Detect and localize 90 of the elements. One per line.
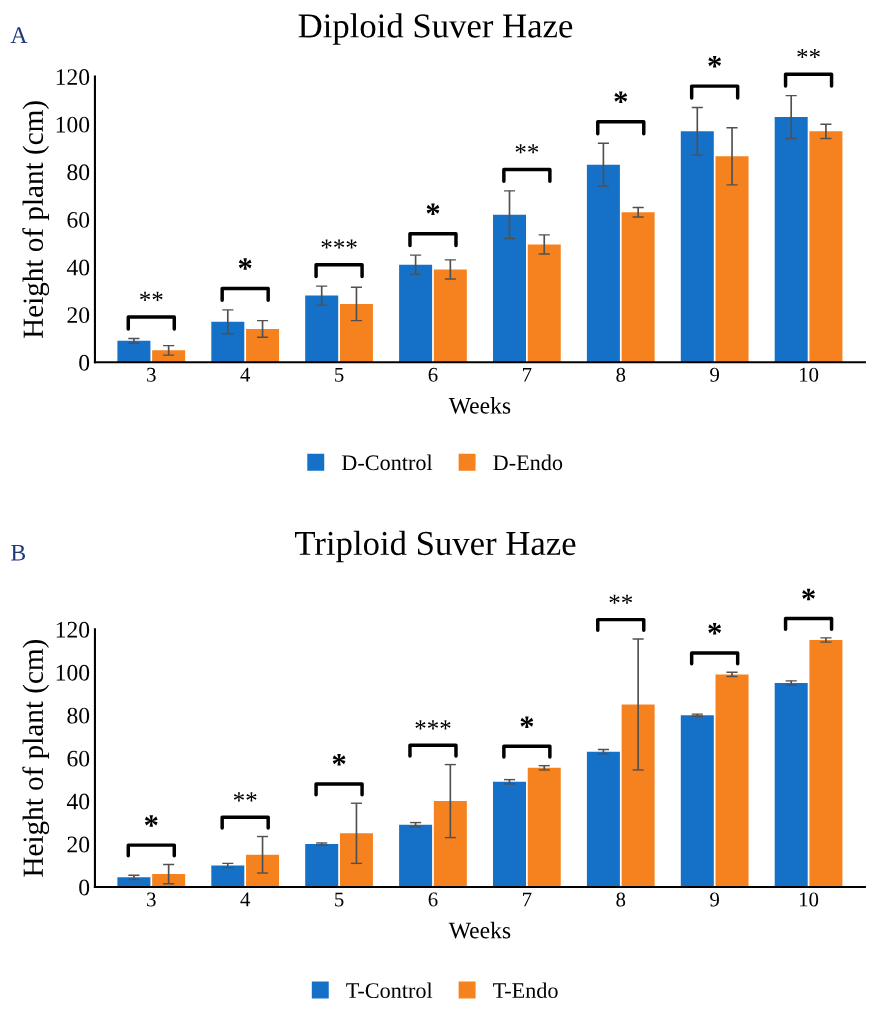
bar — [774, 682, 808, 887]
y-tick-label: 80 — [67, 164, 90, 181]
bar — [527, 767, 561, 887]
text: B — [11, 544, 26, 561]
bar — [339, 303, 373, 363]
bar — [680, 715, 714, 887]
bar — [527, 244, 561, 363]
text: A — [10, 27, 28, 43]
x-tick-label: 10 — [799, 892, 819, 907]
x-tick-label: 3 — [147, 367, 156, 382]
x-tick-label: 4 — [240, 892, 251, 907]
bar — [715, 674, 749, 887]
bar — [399, 824, 433, 887]
bar — [433, 269, 467, 363]
x-axis-title: Weeks — [448, 397, 511, 414]
chart-title: Triploid Suver Haze — [295, 530, 576, 563]
bar — [211, 865, 245, 887]
annotation: * — [332, 754, 346, 766]
x-tick-label: 7 — [523, 367, 532, 382]
y-axis-title: Height of plant (cm) — [22, 639, 50, 877]
bar — [305, 844, 339, 887]
y-tick-label: 100 — [56, 116, 90, 133]
x-tick-label: 8 — [616, 367, 626, 382]
annotation: ** — [515, 144, 539, 154]
bar — [715, 156, 749, 363]
y-tick-label: 100 — [56, 664, 90, 681]
bar — [621, 704, 655, 887]
x-tick-label: 7 — [523, 892, 532, 907]
annotation: * — [520, 716, 534, 728]
bar — [774, 117, 808, 363]
text: * — [802, 588, 815, 601]
bar — [211, 321, 245, 363]
y-tick-label: 0 — [79, 879, 90, 896]
y-tick-label: 40 — [66, 793, 90, 810]
bar — [117, 877, 151, 887]
bar — [621, 212, 655, 363]
legend-label: D-Endo — [493, 454, 563, 471]
annotation: *** — [415, 720, 451, 730]
annotation: * — [238, 258, 252, 270]
y-tick-label: 120 — [56, 69, 90, 86]
text: * — [708, 55, 722, 68]
x-tick-label: 9 — [710, 367, 720, 382]
legend-label: T-Control — [346, 982, 433, 999]
bar — [586, 164, 620, 363]
legend-label: D-Control — [341, 454, 433, 471]
x-tick-label: 6 — [428, 367, 438, 382]
bar — [809, 640, 843, 887]
y-tick-label: 80 — [67, 707, 90, 724]
legend-label: T-Endo — [493, 982, 558, 999]
x-axis-title: Weeks — [448, 921, 511, 939]
y-tick-label: 0 — [79, 354, 90, 371]
annotation: ** — [233, 792, 257, 802]
x-tick-label: 10 — [799, 367, 819, 382]
bar — [152, 874, 186, 887]
y-axis-title: Height of plant (cm) — [22, 101, 50, 339]
x-tick-label: 5 — [335, 892, 344, 907]
x-tick-label: 9 — [710, 892, 720, 907]
x-tick-label: 6 — [428, 892, 438, 907]
text: ** — [609, 594, 633, 604]
y-tick-label: 20 — [67, 307, 90, 324]
bar — [399, 264, 433, 363]
bar — [305, 295, 339, 363]
x-tick-label: 8 — [616, 892, 626, 907]
bar — [433, 801, 467, 887]
annotation: * — [426, 203, 440, 215]
y-tick-label: 20 — [67, 836, 90, 853]
annotation: * — [614, 91, 628, 104]
bar — [586, 751, 620, 887]
y-tick-label: 60 — [67, 211, 90, 228]
bar — [152, 350, 186, 363]
bar — [117, 340, 151, 363]
bar — [680, 131, 714, 363]
x-tick-label: 5 — [335, 367, 344, 382]
text: ** — [797, 48, 820, 59]
bar — [246, 328, 280, 363]
y-tick-label: 120 — [56, 621, 90, 638]
chart-title: Diploid Suver Haze — [298, 13, 573, 45]
annotation: * — [144, 815, 158, 827]
bar — [809, 131, 843, 363]
y-tick-label: 40 — [66, 259, 90, 276]
annotation: ** — [140, 291, 163, 301]
bar — [493, 781, 526, 887]
annotation: *** — [321, 239, 357, 249]
x-tick-label: 4 — [240, 367, 251, 382]
y-tick-label: 60 — [67, 750, 90, 767]
bar — [493, 214, 526, 363]
bar — [246, 854, 280, 887]
annotation: * — [708, 623, 722, 635]
bar — [339, 833, 373, 887]
x-tick-label: 3 — [147, 892, 156, 907]
